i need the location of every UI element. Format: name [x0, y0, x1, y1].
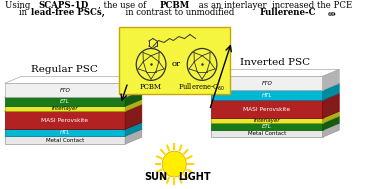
Text: FTO: FTO	[262, 81, 272, 86]
Text: 60: 60	[327, 12, 336, 17]
Polygon shape	[211, 130, 323, 137]
Polygon shape	[323, 116, 339, 130]
Polygon shape	[5, 129, 142, 136]
Text: MASI Perovskite: MASI Perovskite	[41, 118, 89, 123]
Text: MASI Perovskite: MASI Perovskite	[244, 107, 291, 112]
Polygon shape	[323, 83, 339, 100]
Text: or: or	[172, 60, 181, 68]
Text: SCAPS-1D: SCAPS-1D	[38, 1, 89, 10]
Text: PCBM: PCBM	[140, 83, 162, 91]
Polygon shape	[211, 83, 339, 90]
Text: Fullerene-C: Fullerene-C	[260, 8, 316, 17]
Polygon shape	[211, 69, 339, 76]
Polygon shape	[211, 123, 339, 130]
Polygon shape	[323, 111, 339, 123]
Polygon shape	[5, 97, 125, 106]
Polygon shape	[5, 76, 142, 83]
Text: in contrast to unmodified: in contrast to unmodified	[120, 8, 237, 17]
Polygon shape	[211, 123, 323, 130]
Text: FTO: FTO	[60, 88, 70, 93]
Polygon shape	[5, 90, 142, 97]
Text: Interlayer: Interlayer	[52, 106, 78, 111]
Polygon shape	[323, 93, 339, 118]
Text: lead-free PSCs,: lead-free PSCs,	[31, 8, 105, 17]
Polygon shape	[5, 122, 142, 129]
Text: ETL: ETL	[60, 99, 70, 104]
FancyBboxPatch shape	[119, 27, 230, 94]
Polygon shape	[323, 69, 339, 90]
Polygon shape	[211, 111, 339, 118]
Text: as an interlayer  increased the PCE: as an interlayer increased the PCE	[196, 1, 352, 10]
Polygon shape	[211, 100, 323, 118]
Polygon shape	[211, 76, 323, 90]
Text: ETL: ETL	[262, 124, 272, 129]
Polygon shape	[5, 106, 125, 111]
Polygon shape	[125, 99, 142, 111]
Polygon shape	[211, 116, 339, 123]
Text: SUN: SUN	[144, 172, 167, 182]
Polygon shape	[125, 76, 142, 97]
Polygon shape	[125, 90, 142, 106]
Text: Metal Contact: Metal Contact	[248, 131, 286, 136]
Text: .: .	[333, 8, 336, 17]
Text: Regular PSC: Regular PSC	[31, 65, 98, 74]
Polygon shape	[5, 111, 125, 129]
Polygon shape	[211, 118, 323, 123]
Polygon shape	[125, 122, 142, 136]
Text: HTL: HTL	[262, 93, 272, 98]
Polygon shape	[125, 104, 142, 129]
Polygon shape	[323, 123, 339, 137]
Text: in: in	[18, 8, 29, 17]
Polygon shape	[211, 90, 323, 100]
Polygon shape	[5, 104, 142, 111]
Text: Using: Using	[5, 1, 33, 10]
Text: Fullerene-C$_{60}$: Fullerene-C$_{60}$	[178, 82, 226, 93]
Polygon shape	[5, 99, 142, 106]
Polygon shape	[5, 136, 125, 144]
Text: LIGHT: LIGHT	[178, 172, 211, 182]
Text: HTL: HTL	[60, 130, 70, 135]
Text: Interlayer: Interlayer	[254, 118, 280, 123]
Text: Metal Contact: Metal Contact	[46, 138, 84, 143]
Polygon shape	[125, 129, 142, 144]
Text: PCBM: PCBM	[159, 1, 190, 10]
Text: Inverted PSC: Inverted PSC	[240, 58, 310, 67]
Polygon shape	[5, 129, 125, 136]
Polygon shape	[5, 83, 125, 97]
Text: , the use of: , the use of	[98, 1, 149, 10]
Polygon shape	[211, 93, 339, 100]
Circle shape	[162, 151, 186, 177]
